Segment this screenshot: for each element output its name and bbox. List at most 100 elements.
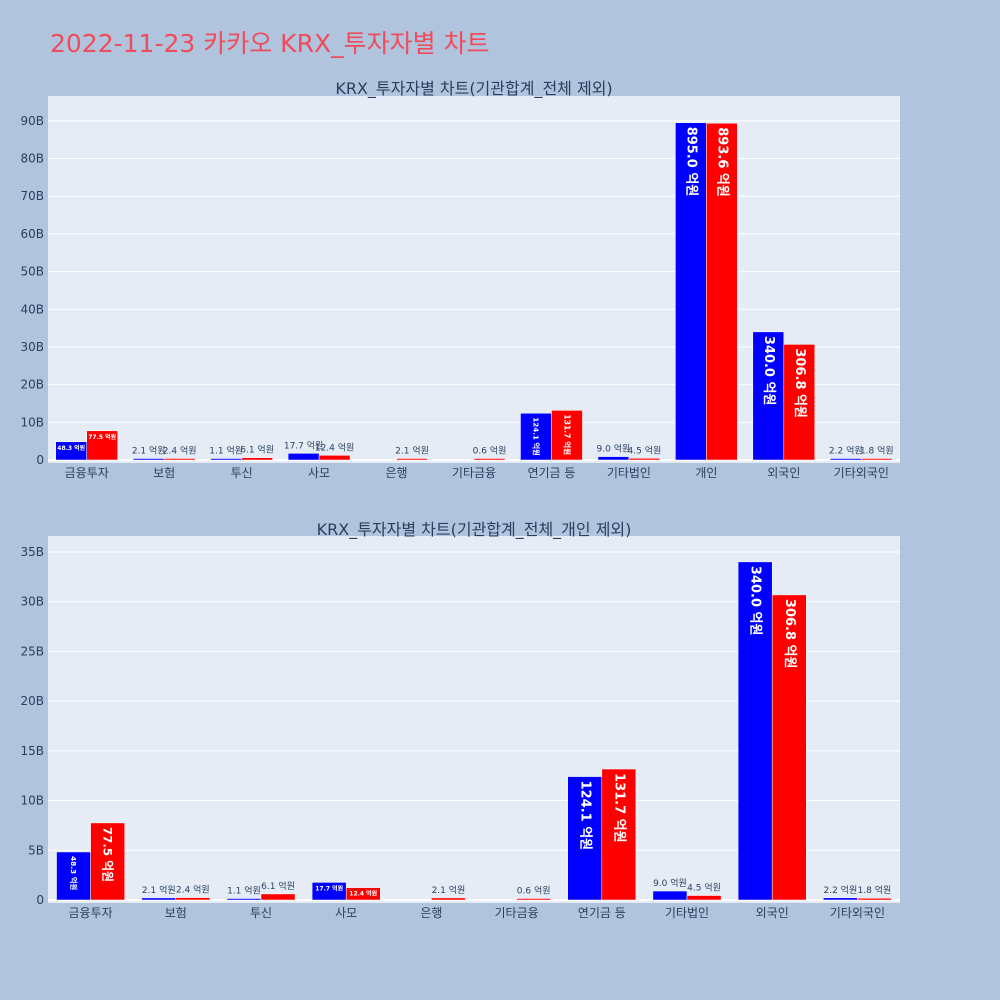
bar <box>473 458 506 461</box>
page-title: 2022-11-23 카카오 KRX_투자자별 차트 <box>50 29 490 58</box>
y-tick-label: 25B <box>20 644 44 658</box>
x-tick-label: 금융투자 <box>65 466 109 480</box>
bar-label: 17.7 억원 <box>284 439 323 451</box>
bar-label: 306.8 억원 <box>792 348 807 418</box>
bar-label: 895.0 억원 <box>683 127 698 197</box>
y-tick-label: 20B <box>20 378 44 392</box>
bar-label: 48.3 억원 <box>57 444 85 452</box>
bar-label: 12.4 억원 <box>349 890 377 898</box>
bar <box>628 458 661 461</box>
bar <box>163 458 196 461</box>
bar <box>86 430 118 461</box>
x-tick-label: 사모 <box>308 466 330 480</box>
bar <box>318 455 351 461</box>
bar-label: 0.6 억원 <box>473 445 507 457</box>
bar-label: 9.0 억원 <box>597 443 631 455</box>
bar <box>90 822 125 901</box>
bar-label: 1.1 억원 <box>227 885 261 897</box>
bar-label: 2.1 억원 <box>432 884 466 896</box>
x-tick-label: 연기금 등 <box>578 906 626 920</box>
x-tick-label: 은행 <box>420 905 442 920</box>
x-tick-label: 외국인 <box>767 466 800 480</box>
y-tick-label: 20B <box>20 694 44 708</box>
x-tick-label: 사모 <box>335 906 357 920</box>
bar <box>686 895 722 901</box>
bar <box>210 458 242 461</box>
bar-label: 0.6 억원 <box>517 885 551 897</box>
bar <box>861 458 893 461</box>
bar-label: 48.3 억원 <box>69 856 78 891</box>
bar-label: 131.7 억원 <box>562 414 572 455</box>
bar-label: 77.5 억원 <box>88 433 116 441</box>
bar-label: 6.1 억원 <box>240 444 274 456</box>
bar <box>260 893 296 901</box>
bar-label: 77.5 억원 <box>101 827 115 882</box>
bar-label: 2.1 억원 <box>132 445 166 457</box>
y-tick-label: 30B <box>20 340 44 354</box>
bar <box>783 344 816 461</box>
y-tick-label: 90B <box>20 114 44 128</box>
bar-label: 2.2 억원 <box>823 884 857 896</box>
bar <box>345 887 381 901</box>
bar <box>857 897 892 901</box>
bar-label: 2.2 억원 <box>829 445 863 457</box>
bar <box>56 851 91 901</box>
x-tick-label: 기타법인 <box>607 466 651 480</box>
bar-label: 9.0 억원 <box>653 877 687 889</box>
bar <box>551 410 583 461</box>
bar <box>823 897 858 901</box>
bar-label: 2.1 억원 <box>395 445 429 457</box>
y-tick-label: 10B <box>20 794 44 808</box>
bar-label: 124.1 억원 <box>531 417 540 455</box>
y-tick-label: 70B <box>20 189 44 203</box>
y-tick-label: 30B <box>20 595 44 609</box>
bar <box>567 776 603 901</box>
y-tick-label: 50B <box>20 265 44 279</box>
bar-label: 131.7 억원 <box>611 773 626 843</box>
bar <box>752 331 785 461</box>
x-tick-label: 외국인 <box>756 906 789 920</box>
bar <box>175 897 211 901</box>
chart-title: KRX_투자자별 차트(기관합계_전체_개인 제외) <box>317 520 632 540</box>
bar <box>520 412 552 461</box>
bar-label: 340.0 억원 <box>761 336 776 406</box>
bar <box>431 897 466 901</box>
bar <box>675 122 707 461</box>
y-tick-label: 15B <box>20 744 44 758</box>
bar <box>226 898 262 901</box>
x-tick-label: 연기금 등 <box>527 466 575 480</box>
bar-label: 4.5 억원 <box>628 444 662 456</box>
bar <box>830 458 862 461</box>
bar <box>771 594 807 901</box>
bar-label: 4.5 억원 <box>687 882 721 894</box>
chart-all-investors: KRX_투자자별 차트(기관합계_전체 제외) 0 10B 20B 30B 40B 50B 6… <box>20 79 900 480</box>
x-tick-label: 은행 <box>385 465 407 480</box>
y-tick-label: 80B <box>20 152 44 166</box>
bar <box>597 456 630 461</box>
y-tick-label: 5B <box>28 843 44 857</box>
bar-label: 306.8 억원 <box>782 599 797 669</box>
bar <box>706 123 738 461</box>
bar <box>652 890 688 901</box>
y-tick-label: 35B <box>20 545 44 559</box>
bar-label: 893.6 억원 <box>714 127 729 197</box>
bar <box>141 897 177 901</box>
chart-title: KRX_투자자별 차트(기관합계_전체 제외) <box>335 79 612 99</box>
x-tick-label: 금융투자 <box>69 906 113 920</box>
bar <box>132 458 165 461</box>
bar-label: 2.4 억원 <box>176 884 210 896</box>
bar-label: 6.1 억원 <box>261 880 295 892</box>
x-tick-label: 기타외국인 <box>834 466 889 480</box>
bar <box>601 768 637 901</box>
bar <box>396 458 428 461</box>
y-tick-label: 60B <box>20 227 44 241</box>
chart-excluding-individuals: KRX_투자자별 차트(기관합계_전체_개인 제외) 0 5B 10B 15B 20B 25… <box>20 520 900 920</box>
x-tick-label: 보험 <box>153 466 175 480</box>
bar <box>241 457 273 461</box>
bar-label: 12.4 억원 <box>315 441 354 453</box>
bar-label: 2.1 억원 <box>142 884 176 896</box>
x-tick-label: 기타법인 <box>665 906 709 920</box>
bar <box>516 898 551 901</box>
x-tick-label: 개인 <box>695 466 717 480</box>
x-tick-label: 기타금융 <box>452 466 496 480</box>
